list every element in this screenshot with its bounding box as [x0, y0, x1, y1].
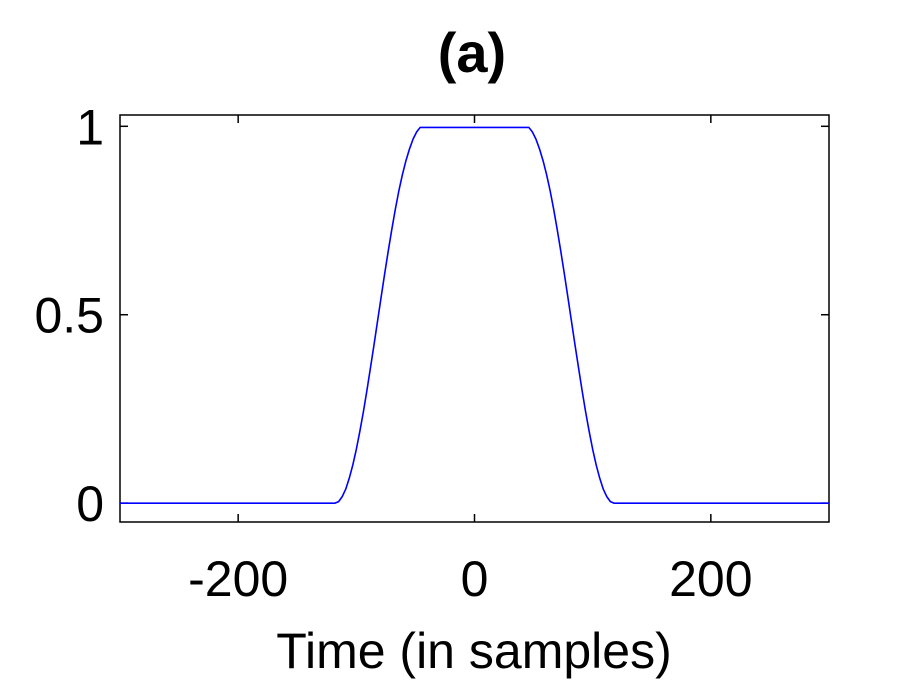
x-tick-label: 0 [461, 551, 489, 607]
chart-title: (a) [438, 21, 506, 84]
x-tick-label: 200 [669, 551, 752, 607]
x-tick-label: -200 [188, 551, 288, 607]
x-axis-label: Time (in samples) [276, 623, 671, 679]
plot-frame [119, 114, 830, 523]
y-tick-label: 0 [76, 476, 104, 532]
series-line [120, 126, 829, 504]
y-tick-label: 1 [76, 99, 104, 155]
y-tick-label: 0.5 [34, 288, 104, 344]
